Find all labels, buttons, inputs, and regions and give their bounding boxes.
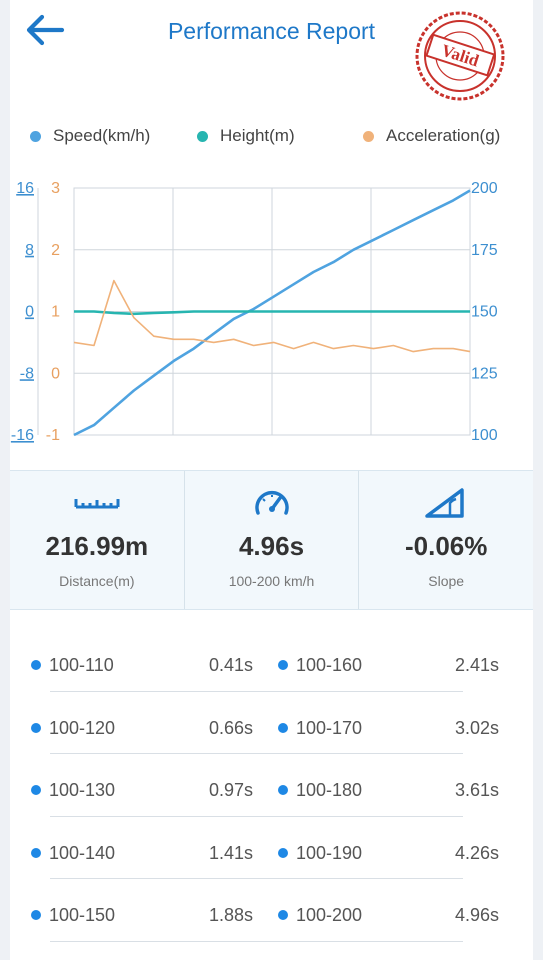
slope-label: Slope [428,573,465,589]
split-range-right: 100-170 [296,717,363,738]
height-tick-label: -16 [11,427,34,444]
split-time-left: 0.66s [208,717,253,738]
split-time-right: 3.02s [454,717,499,738]
split-dot-left [31,847,41,858]
stats-panel: 216.99m Distance(m) 4.96s 100-200 km/h [10,470,533,610]
speedometer-icon [254,490,289,515]
split-dot-left [31,722,41,733]
split-dot-left [31,660,41,670]
split-divider [50,690,463,692]
split-time-right: 2.41s [454,655,499,675]
split-dot-right [278,785,288,795]
acceleration-tick-label: 0 [51,365,60,382]
split-dot-right [278,910,288,920]
stat-time: 4.96s 100-200 km/h [183,471,359,609]
split-row: 100-150 1.88s 100-200 4.96s [10,885,533,948]
arrow-left-icon [26,14,65,46]
stat-distance: 216.99m Distance(m) [10,471,184,609]
header: Performance Report Valid [10,0,533,101]
legend-label-speed: Speed(km/h) [53,126,151,145]
split-range-right: 100-190 [296,842,363,863]
speed-tick-label: 150 [471,304,498,321]
split-row: 100-130 0.97s 100-180 3.61s [10,760,533,823]
acceleration-tick-label: -1 [46,427,60,444]
speed-tick-label: 100 [471,427,498,444]
legend-label-acceleration: Acceleration(g) [386,126,501,145]
acceleration-tick-label: 2 [51,242,60,259]
slope-icon [425,488,464,518]
split-times-list: 100-110 0.41s 100-160 2.41s 100-120 0.66s 100-… [10,635,533,948]
split-range-left: 100-120 [49,717,116,738]
slope-value: -0.06% [404,531,488,561]
distance-value: 216.99m [45,531,149,561]
split-time-left: 0.97s [208,780,253,800]
split-row: 100-120 0.66s 100-170 3.02s [10,698,533,761]
page-title: Performance Report [167,18,376,44]
split-divider [50,753,463,754]
height-tick-label: -8 [20,365,34,382]
split-row: 100-140 1.41s 100-190 4.26s [10,823,533,886]
stat-slope: -0.06% Slope [358,471,533,609]
split-row: 100-110 0.41s 100-160 2.41s [10,635,533,698]
legend-dot-acceleration [363,130,374,142]
height-tick-label: 16 [16,180,34,197]
split-divider [50,878,463,879]
back-button[interactable] [24,12,66,48]
acceleration-series-line [73,279,471,353]
legend-dot-height [197,130,208,142]
split-time-left: 1.41s [208,842,253,863]
split-dot-left [31,910,41,920]
split-dot-left [31,785,41,795]
speed-tick-label: 200 [471,180,498,197]
split-time-right: 4.96s [454,905,499,925]
split-range-left: 100-140 [49,842,116,863]
split-range-left: 100-110 [49,655,114,675]
split-range-right: 100-200 [296,905,363,925]
speed-tick-label: 175 [471,242,498,259]
height-tick-label: 0 [25,304,34,321]
height-tick-label: 8 [25,242,34,259]
distance-label: Distance(m) [59,573,135,589]
acceleration-tick-label: 3 [51,180,60,197]
time-value: 4.96s [238,531,305,561]
split-time-right: 4.26s [454,842,499,863]
legend-label-height: Height(m) [220,126,295,145]
split-range-right: 100-160 [296,655,363,675]
split-dot-right [278,660,288,670]
split-divider [50,815,463,817]
split-range-left: 100-130 [49,780,116,800]
speed-series-line [73,189,471,437]
split-range-right: 100-180 [296,780,363,800]
time-label: 100-200 km/h [228,573,315,589]
split-time-left: 1.88s [208,905,253,925]
split-range-left: 100-150 [49,905,116,925]
height-series-line [74,310,470,316]
acceleration-tick-label: 1 [51,304,60,321]
valid-stamp-icon: Valid [415,11,505,101]
legend-item-acceleration[interactable]: Acceleration(g) [363,126,500,146]
split-time-left: 0.41s [208,655,253,675]
legend-item-height[interactable]: Height(m) [197,126,295,146]
chart-legend: Speed(km/h) Height(m) Acceleration(g) [10,126,533,150]
speed-tick-label: 125 [471,365,498,382]
split-dot-right [278,847,288,858]
legend-dot-speed [30,130,41,142]
split-time-right: 3.61s [454,780,499,800]
split-divider [50,940,463,942]
ruler-icon [74,499,120,509]
legend-item-speed[interactable]: Speed(km/h) [30,126,150,146]
split-dot-right [278,722,288,733]
performance-report-screen: Performance Report Valid Speed(km/h) Hei… [10,0,533,960]
